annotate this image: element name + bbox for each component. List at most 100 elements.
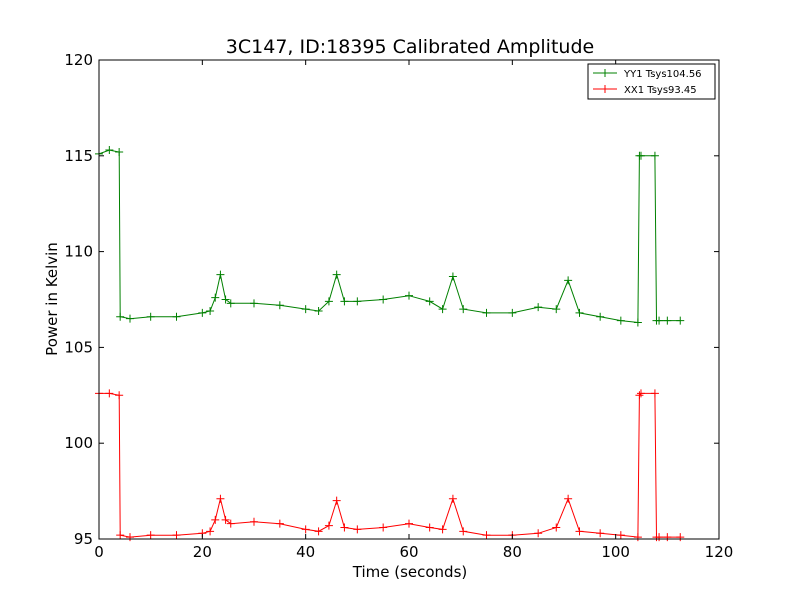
legend-marker: [601, 85, 609, 93]
legend-label: YY1 Tsys104.56: [623, 69, 702, 80]
x-tick-label: 100: [601, 543, 630, 561]
data-point: [216, 494, 225, 503]
data-point: [275, 301, 284, 310]
data-point: [616, 531, 625, 540]
data-point: [425, 297, 434, 306]
data-point: [105, 389, 114, 398]
data-point: [575, 527, 584, 536]
y-tick-label: 95: [74, 530, 93, 548]
data-point: [146, 312, 155, 321]
data-point: [250, 517, 258, 526]
x-axis-label: Time (seconds): [352, 563, 468, 581]
data-point: [221, 515, 230, 524]
data-point: [655, 533, 664, 542]
series-0: [95, 146, 685, 327]
data-point: [482, 531, 491, 540]
data-point: [633, 318, 642, 327]
y-tick-label: 100: [64, 434, 93, 452]
data-point: [146, 531, 155, 540]
data-point: [353, 525, 362, 534]
y-axis-label: Power in Kelvin: [43, 242, 61, 356]
data-point: [448, 272, 457, 281]
data-point: [596, 312, 605, 321]
x-tick-label: 0: [94, 543, 104, 561]
data-point: [663, 533, 672, 542]
data-point: [216, 270, 225, 279]
data-point: [636, 151, 645, 160]
x-tick-label: 80: [503, 543, 522, 561]
data-point: [126, 314, 134, 323]
data-point: [172, 312, 181, 321]
data-point: [459, 527, 468, 536]
data-point: [301, 525, 310, 534]
legend-entries: YY1 Tsys104.56 XX1 Tsys93.45: [593, 69, 702, 96]
data-point: [198, 308, 207, 317]
data-point: [211, 293, 220, 302]
legend: YY1 Tsys104.56 XX1 Tsys93.45: [587, 63, 716, 100]
x-tick-label: 60: [399, 543, 418, 561]
data-point: [459, 305, 468, 314]
data-point: [482, 308, 491, 317]
data-point: [324, 297, 333, 306]
data-point: [650, 151, 659, 160]
x-tick-label: 120: [705, 543, 734, 561]
data-point: [405, 519, 413, 528]
data-point: [332, 496, 341, 505]
data-point: [448, 494, 457, 503]
data-point: [552, 305, 561, 314]
data-point: [636, 389, 645, 398]
legend-marker: [601, 69, 609, 77]
y-tick-label: 105: [64, 338, 93, 356]
data-point: [226, 299, 235, 308]
data-point: [116, 312, 125, 321]
data-point: [116, 531, 125, 540]
data-point: [172, 531, 181, 540]
data-point: [552, 523, 561, 532]
y-tick-label: 115: [64, 147, 93, 165]
data-point: [564, 276, 573, 285]
data-point: [105, 146, 114, 155]
data-point: [206, 306, 215, 315]
data-point: [616, 316, 625, 325]
chart-title: 3C147, ID:18395 Calibrated Amplitude: [226, 36, 594, 58]
data-point: [596, 529, 605, 538]
data-point: [206, 527, 215, 536]
data-point: [301, 305, 310, 314]
data-point: [438, 305, 447, 314]
data-point: [115, 391, 124, 400]
data-point: [226, 519, 235, 528]
legend-label: XX1 Tsys93.45: [624, 85, 697, 96]
data-point: [115, 147, 124, 156]
y-tick-label: 110: [64, 243, 93, 261]
data-point: [508, 308, 517, 317]
data-point: [655, 316, 664, 325]
data-point: [635, 391, 644, 400]
data-point: [633, 533, 642, 542]
data-point: [575, 308, 584, 317]
data-point: [275, 519, 284, 528]
data-point: [340, 297, 349, 306]
data-point: [332, 270, 341, 279]
x-tick-label: 40: [296, 543, 315, 561]
data-point: [353, 297, 362, 306]
data-point: [663, 316, 672, 325]
data-point: [211, 515, 220, 524]
data-point: [534, 303, 543, 312]
legend-box: [587, 63, 716, 100]
data-point: [340, 523, 349, 532]
data-point: [126, 533, 134, 542]
data-point: [534, 529, 543, 538]
data-point: [379, 523, 388, 532]
data-point: [650, 389, 659, 398]
tick-layer: 0 20 40 60 80 100 120 95 100 105 110 115 120: [64, 51, 733, 561]
data-point: [425, 523, 434, 532]
data-point: [314, 527, 323, 536]
x-tick-label: 20: [193, 543, 212, 561]
data-point: [324, 521, 333, 530]
data-point: [250, 299, 258, 308]
data-point: [676, 316, 685, 325]
data-point: [676, 533, 685, 542]
data-point: [438, 525, 447, 534]
data-point: [564, 494, 573, 503]
